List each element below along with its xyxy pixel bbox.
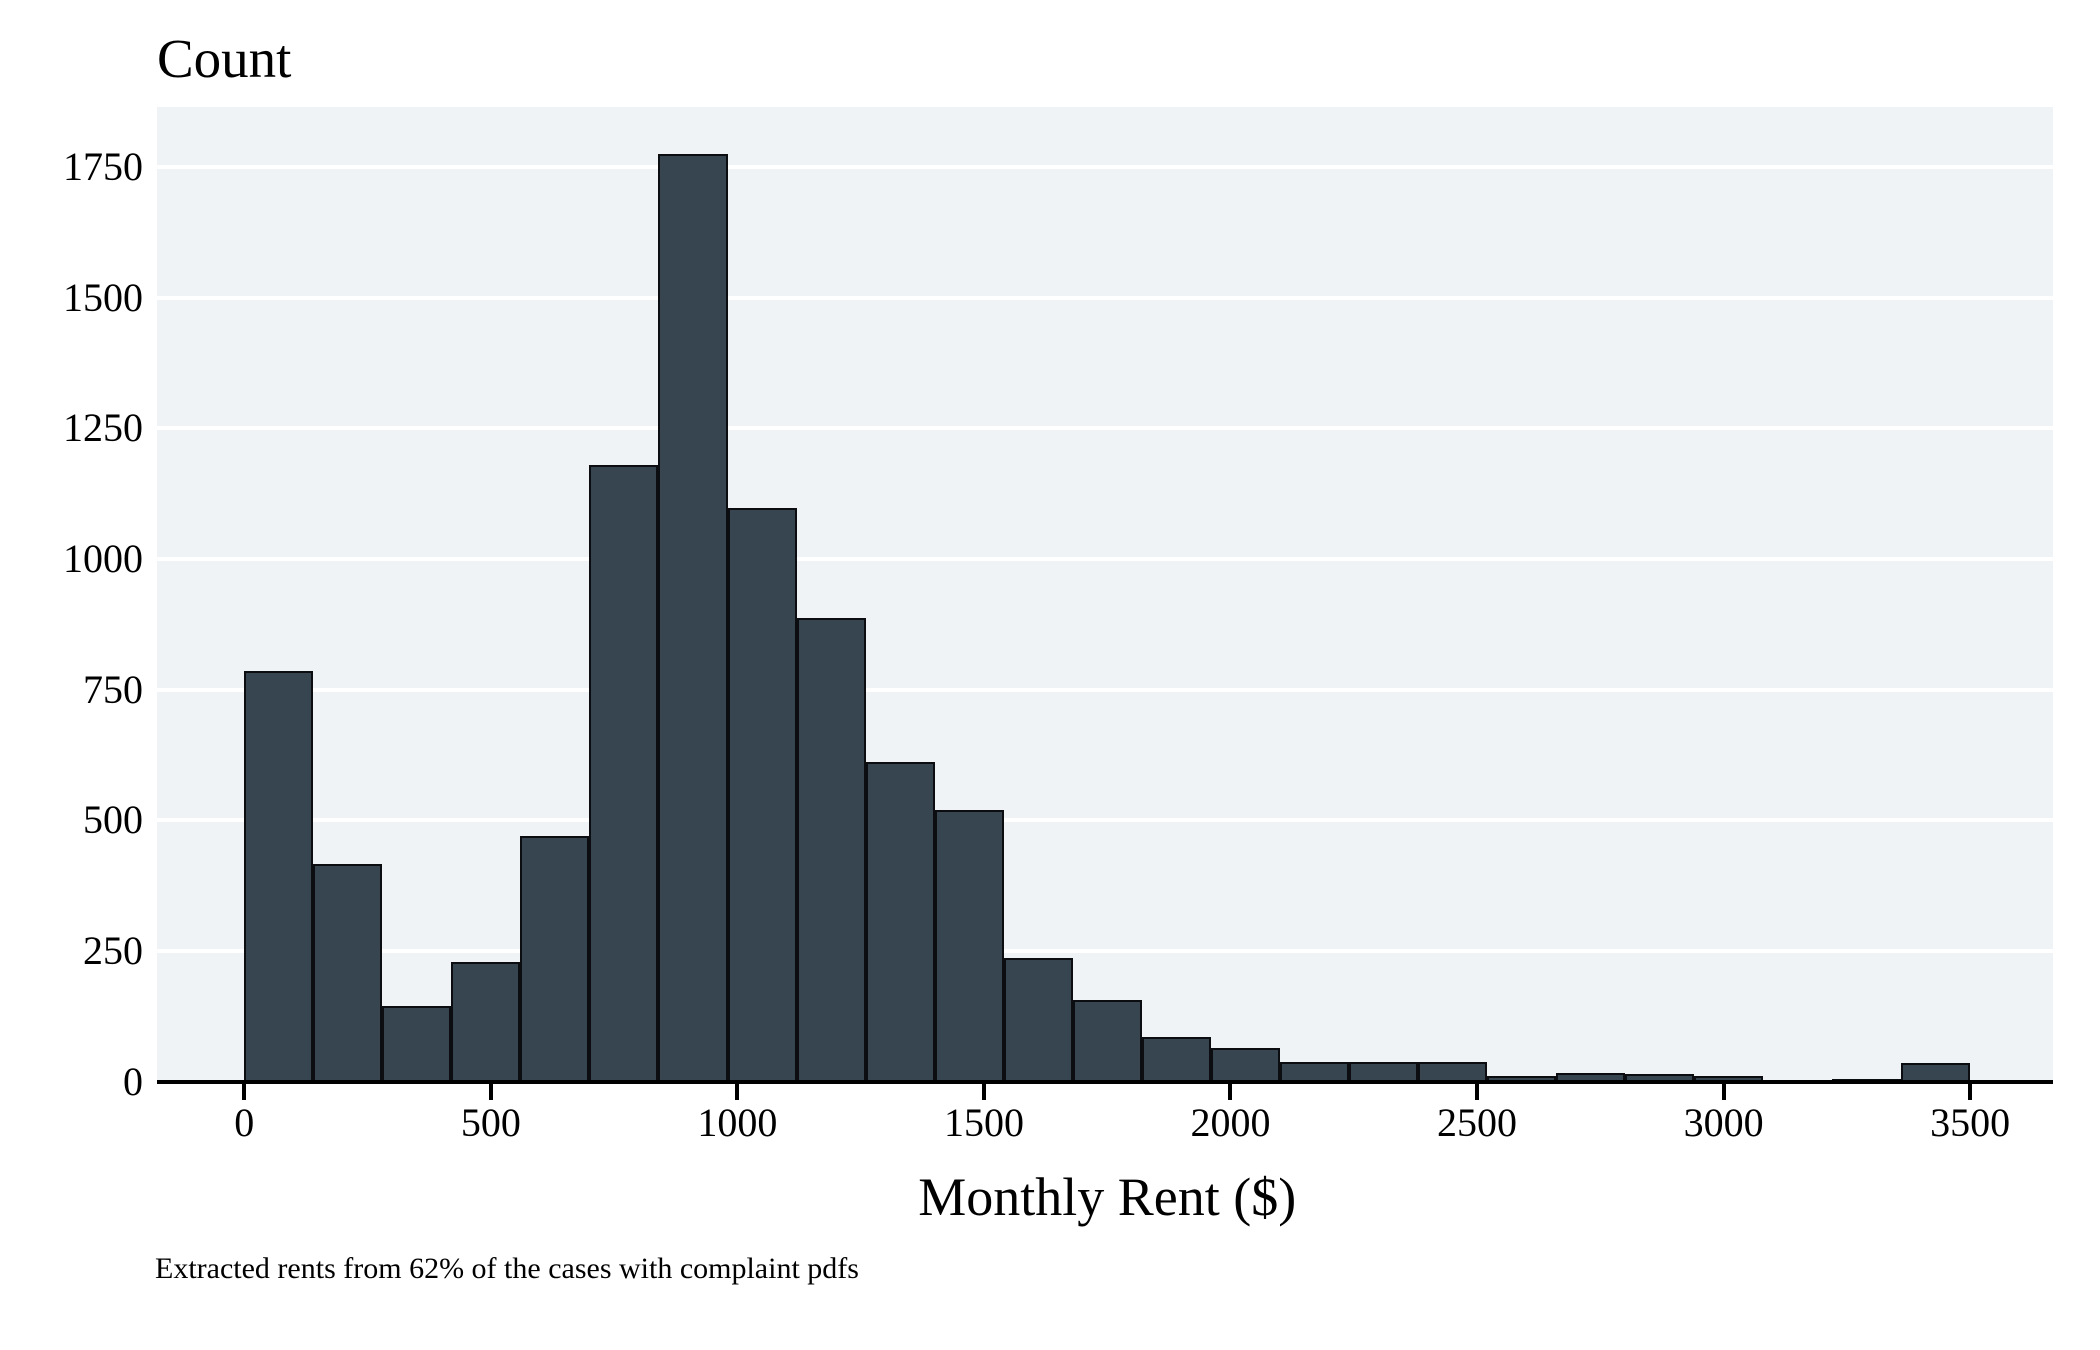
grid-line	[157, 818, 2053, 823]
x-tick-mark	[1721, 1084, 1726, 1100]
grid-line	[157, 687, 2053, 692]
x-tick-mark	[981, 1084, 986, 1100]
x-tick-label: 2000	[1190, 1099, 1271, 1145]
histogram-bar	[1072, 999, 1142, 1084]
histogram-bar	[727, 507, 797, 1084]
plot-area	[157, 107, 2053, 1082]
histogram-bar	[520, 835, 590, 1084]
grid-line	[157, 426, 2053, 431]
x-tick-label: 1500	[943, 1099, 1024, 1145]
y-tick-label: 750	[83, 666, 143, 712]
caption: Extracted rents from 62% of the cases wi…	[155, 1252, 859, 1285]
histogram-bar	[658, 153, 728, 1084]
grid-line	[157, 948, 2053, 953]
x-tick-mark	[1228, 1084, 1233, 1100]
x-axis-line	[157, 1079, 2053, 1084]
y-tick-label: 1000	[63, 535, 143, 581]
x-tick-label: 3000	[1683, 1099, 1764, 1145]
histogram-bar	[934, 809, 1004, 1084]
histogram-bar	[313, 864, 383, 1084]
chart-title: Count	[157, 28, 292, 89]
y-tick-label: 500	[83, 797, 143, 843]
histogram-bar	[589, 464, 659, 1084]
x-tick-label: 3500	[1930, 1099, 2011, 1145]
histogram-bar	[1003, 957, 1073, 1084]
y-tick-label: 1250	[63, 405, 143, 451]
x-axis-label: Monthly Rent ($)	[918, 1167, 1297, 1227]
histogram-bar	[1141, 1037, 1211, 1084]
x-tick-mark	[1475, 1084, 1480, 1100]
y-tick-label: 250	[83, 927, 143, 973]
y-tick-label: 0	[123, 1058, 143, 1104]
histogram-bar	[451, 962, 521, 1084]
histogram-bar	[382, 1005, 452, 1084]
x-tick-label: 2500	[1437, 1099, 1518, 1145]
x-tick-mark	[1968, 1084, 1973, 1100]
grid-line	[157, 556, 2053, 561]
grid-line	[157, 295, 2053, 300]
x-tick-mark	[735, 1084, 740, 1100]
x-tick-mark	[488, 1084, 493, 1100]
y-tick-label: 1500	[63, 274, 143, 320]
x-tick-label: 500	[460, 1099, 521, 1145]
histogram-bar	[796, 617, 866, 1084]
histogram-bar	[865, 761, 935, 1084]
x-tick-label: 1000	[697, 1099, 778, 1145]
grid-line	[157, 165, 2053, 170]
x-tick-label: 0	[234, 1099, 255, 1145]
y-tick-label: 1750	[63, 144, 143, 190]
x-tick-mark	[242, 1084, 247, 1100]
histogram-bar	[1210, 1047, 1280, 1084]
histogram-bar	[244, 671, 314, 1084]
